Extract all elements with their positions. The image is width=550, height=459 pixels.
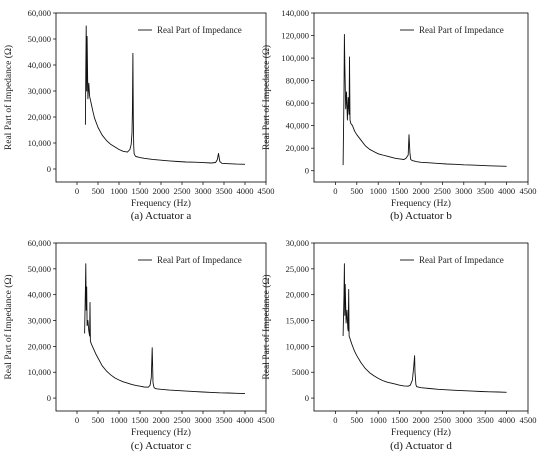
x-tick-label: 1500 xyxy=(132,415,149,425)
y-tick-label: 10,000 xyxy=(286,341,309,351)
x-tick-label: 2000 xyxy=(153,186,170,196)
series-line-0 xyxy=(84,263,246,395)
chart-caption: (a) Actuator a xyxy=(131,210,192,222)
series-line-0 xyxy=(342,263,507,393)
legend-label: Real Part of Impedance xyxy=(157,255,242,265)
x-tick-label: 3500 xyxy=(477,415,494,425)
x-tick-label: 4500 xyxy=(520,186,537,196)
y-tick-label: 60,000 xyxy=(28,238,51,248)
x-tick-label: 1000 xyxy=(111,415,128,425)
y-tick-label: 0 xyxy=(305,166,309,176)
chart-panel-1: 0 500 1000 1500 2000 2500 3000 3500 4000 4500 0 20,… xyxy=(261,8,537,222)
y-tick-label: 0 xyxy=(47,164,51,174)
y-tick-label: 30,000 xyxy=(286,238,309,248)
legend-label: Real Part of Impedance xyxy=(419,255,504,265)
y-tick-label: 60,000 xyxy=(286,98,309,108)
y-axis-label: Real Part of Impedance (Ω) xyxy=(261,45,272,150)
y-axis-label: Real Part of Impedance (Ω) xyxy=(3,274,14,379)
x-tick-label: 4500 xyxy=(258,415,275,425)
x-axis-label: Frequency (Hz) xyxy=(131,198,191,209)
series-line-0 xyxy=(84,25,246,165)
x-tick-label: 500 xyxy=(92,415,105,425)
chart-caption: (d) Actuator d xyxy=(390,440,452,452)
legend-label: Real Part of Impedance xyxy=(419,25,504,35)
y-tick-label: 20,000 xyxy=(286,143,309,153)
plot-frame xyxy=(313,242,529,412)
x-tick-label: 0 xyxy=(75,186,79,196)
x-tick-label: 2000 xyxy=(413,186,430,196)
x-tick-label: 3000 xyxy=(195,415,212,425)
x-tick-label: 3500 xyxy=(477,186,494,196)
x-tick-label: 0 xyxy=(333,186,337,196)
x-tick-label: 4000 xyxy=(498,186,515,196)
y-tick-label: 50,000 xyxy=(28,34,51,44)
x-tick-label: 1000 xyxy=(370,415,387,425)
y-tick-label: 0 xyxy=(47,393,51,403)
series-line-0 xyxy=(342,33,507,167)
chart-caption: (c) Actuator c xyxy=(131,440,192,452)
y-tick-label: 0 xyxy=(305,393,309,403)
y-tick-label: 20,000 xyxy=(286,290,309,300)
y-tick-label: 60,000 xyxy=(28,8,51,18)
x-tick-label: 4000 xyxy=(237,186,254,196)
x-tick-label: 2500 xyxy=(434,186,451,196)
x-tick-label: 1500 xyxy=(391,186,408,196)
x-tick-label: 1000 xyxy=(111,186,128,196)
y-tick-label: 40,000 xyxy=(286,121,309,131)
y-tick-label: 15,000 xyxy=(286,316,309,326)
y-tick-label: 20,000 xyxy=(28,341,51,351)
y-tick-label: 140,000 xyxy=(281,8,309,18)
x-axis-label: Frequency (Hz) xyxy=(391,198,451,209)
x-tick-label: 2500 xyxy=(174,186,191,196)
y-tick-label: 40,000 xyxy=(28,290,51,300)
x-tick-label: 2500 xyxy=(434,415,451,425)
y-tick-label: 25,000 xyxy=(286,264,309,274)
x-tick-label: 2000 xyxy=(153,415,170,425)
x-tick-label: 4500 xyxy=(258,186,275,196)
x-tick-label: 3500 xyxy=(216,415,233,425)
chart-panel-0: 0 500 1000 1500 2000 2500 3000 3500 4000 4500 0 10,… xyxy=(3,8,275,222)
x-tick-label: 0 xyxy=(75,415,79,425)
x-tick-label: 500 xyxy=(350,186,363,196)
x-tick-label: 3000 xyxy=(455,186,472,196)
x-tick-label: 3000 xyxy=(195,186,212,196)
plot-frame xyxy=(55,242,267,412)
x-tick-label: 3000 xyxy=(455,415,472,425)
chart-panel-3: 0 500 1000 1500 2000 2500 3000 3500 4000 4500 0 500… xyxy=(261,238,537,452)
x-tick-label: 1500 xyxy=(132,186,149,196)
y-tick-label: 30,000 xyxy=(28,316,51,326)
y-tick-label: 120,000 xyxy=(281,31,309,41)
y-tick-label: 40,000 xyxy=(28,60,51,70)
y-axis-label: Real Part of Impedance (Ω) xyxy=(3,45,14,150)
x-tick-label: 500 xyxy=(350,415,363,425)
x-axis-label: Frequency (Hz) xyxy=(131,427,191,438)
chart-panel-2: 0 500 1000 1500 2000 2500 3000 3500 4000 4500 0 10,… xyxy=(3,238,275,452)
x-tick-label: 3500 xyxy=(216,186,233,196)
y-tick-label: 5000 xyxy=(292,367,309,377)
x-tick-label: 4000 xyxy=(237,415,254,425)
x-tick-label: 1500 xyxy=(391,415,408,425)
y-tick-label: 10,000 xyxy=(28,138,51,148)
y-tick-label: 50,000 xyxy=(28,264,51,274)
x-tick-label: 4500 xyxy=(520,415,537,425)
x-tick-label: 0 xyxy=(333,415,337,425)
x-axis-label: Frequency (Hz) xyxy=(391,427,451,438)
x-tick-label: 500 xyxy=(92,186,105,196)
y-axis-label: Real Part of Impedance (Ω) xyxy=(261,274,272,379)
y-tick-label: 80,000 xyxy=(286,76,309,86)
x-tick-label: 2000 xyxy=(413,415,430,425)
y-tick-label: 20,000 xyxy=(28,112,51,122)
legend-label: Real Part of Impedance xyxy=(157,25,242,35)
x-tick-label: 1000 xyxy=(370,186,387,196)
y-tick-label: 30,000 xyxy=(28,86,51,96)
y-tick-label: 10,000 xyxy=(28,367,51,377)
chart-caption: (b) Actuator b xyxy=(390,210,452,222)
y-tick-label: 100,000 xyxy=(281,53,309,63)
x-tick-label: 4000 xyxy=(498,415,515,425)
x-tick-label: 2500 xyxy=(174,415,191,425)
